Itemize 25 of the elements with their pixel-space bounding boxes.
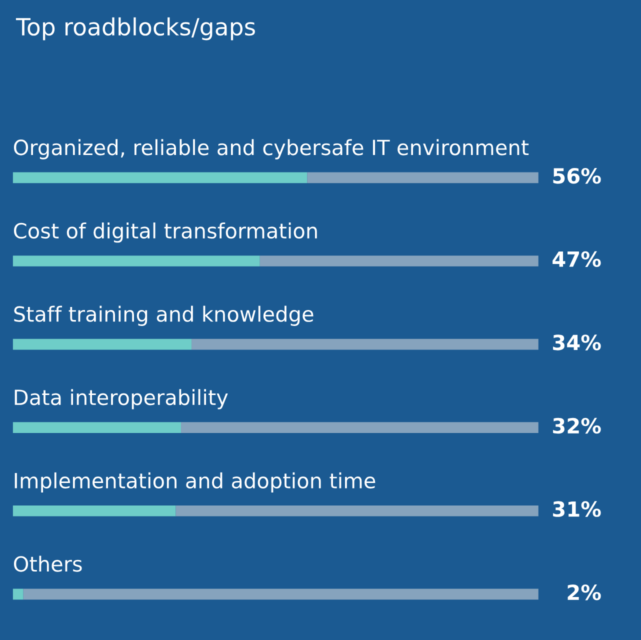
data-label: 2% — [568, 584, 601, 600]
y-tick-label: Implementation and adoption time — [14, 472, 376, 493]
bar — [12, 422, 182, 433]
bar — [192, 338, 538, 350]
y-tick-label: Data interoperability — [14, 389, 228, 410]
data-label: 32% — [553, 418, 601, 434]
data-label: 47% — [552, 251, 601, 268]
bar — [307, 172, 538, 184]
data-label: 34% — [553, 334, 601, 350]
data-label: 31% — [553, 501, 601, 517]
y-tick-label: Organized, reliable and cybersafe IT environment — [14, 139, 529, 160]
bar — [23, 588, 538, 600]
bar — [176, 505, 538, 516]
bar — [12, 172, 308, 184]
y-tick-label: Cost of digital transformation — [14, 222, 317, 243]
bar — [12, 338, 192, 350]
chart-title: Top roadblocks/gaps — [16, 17, 255, 40]
y-tick-label: Others — [14, 556, 82, 572]
bar — [12, 505, 176, 516]
bar — [181, 422, 538, 433]
data-label: 56% — [553, 168, 601, 184]
y-tick-label: Staff training and knowledge — [14, 306, 314, 326]
bar — [260, 256, 538, 266]
bar — [12, 256, 260, 266]
bar — [12, 588, 24, 600]
